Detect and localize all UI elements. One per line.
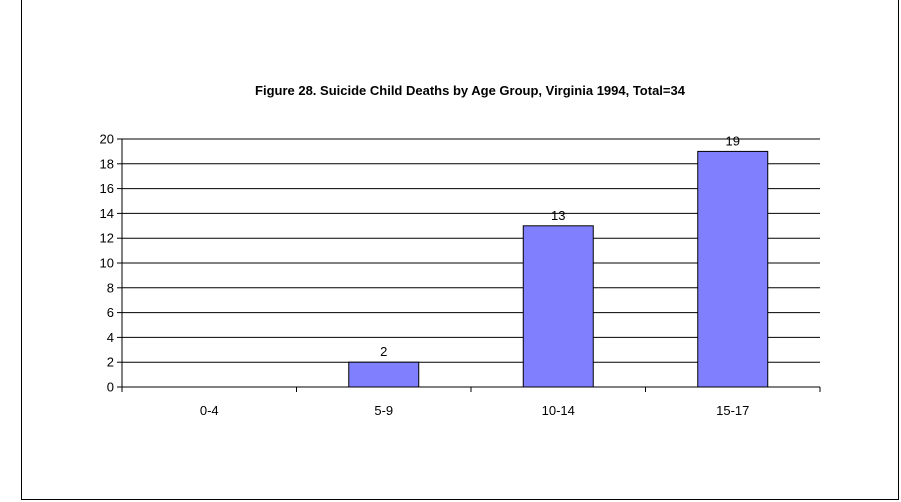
data-labels: 2 13 19 xyxy=(380,133,740,359)
data-label: 19 xyxy=(726,133,740,148)
bar-15-17 xyxy=(697,150,769,388)
data-label: 2 xyxy=(380,344,387,359)
y-tick-label: 16 xyxy=(100,181,114,196)
axes xyxy=(117,138,821,392)
chart-frame xyxy=(21,0,899,500)
x-tick-label: 0-4 xyxy=(200,403,219,418)
y-tick-label: 0 xyxy=(107,380,114,395)
y-tick-label: 2 xyxy=(107,355,114,370)
y-tick-label: 4 xyxy=(107,330,114,345)
data-label: 13 xyxy=(551,208,565,223)
bar-5-9 xyxy=(348,361,420,388)
y-tick-label: 6 xyxy=(107,305,114,320)
y-tick-label: 8 xyxy=(107,280,114,295)
x-tick-label: 5-9 xyxy=(374,403,393,418)
y-tick-label: 14 xyxy=(100,206,114,221)
x-tick-label: 15-17 xyxy=(716,403,749,418)
y-tick-label: 20 xyxy=(100,132,114,147)
y-tick-label: 18 xyxy=(100,156,114,171)
x-tick-labels: 0-4 5-9 10-14 15-17 xyxy=(200,403,750,418)
y-tick-label: 12 xyxy=(100,231,114,246)
x-tick-label: 10-14 xyxy=(542,403,575,418)
y-tick-label: 10 xyxy=(100,256,114,271)
chart-title: Figure 28. Suicide Child Deaths by Age G… xyxy=(255,83,686,98)
bar-10-14 xyxy=(522,225,594,388)
bars xyxy=(348,150,769,388)
y-tick-labels: 0 2 4 6 8 10 12 14 16 18 20 xyxy=(100,132,114,395)
